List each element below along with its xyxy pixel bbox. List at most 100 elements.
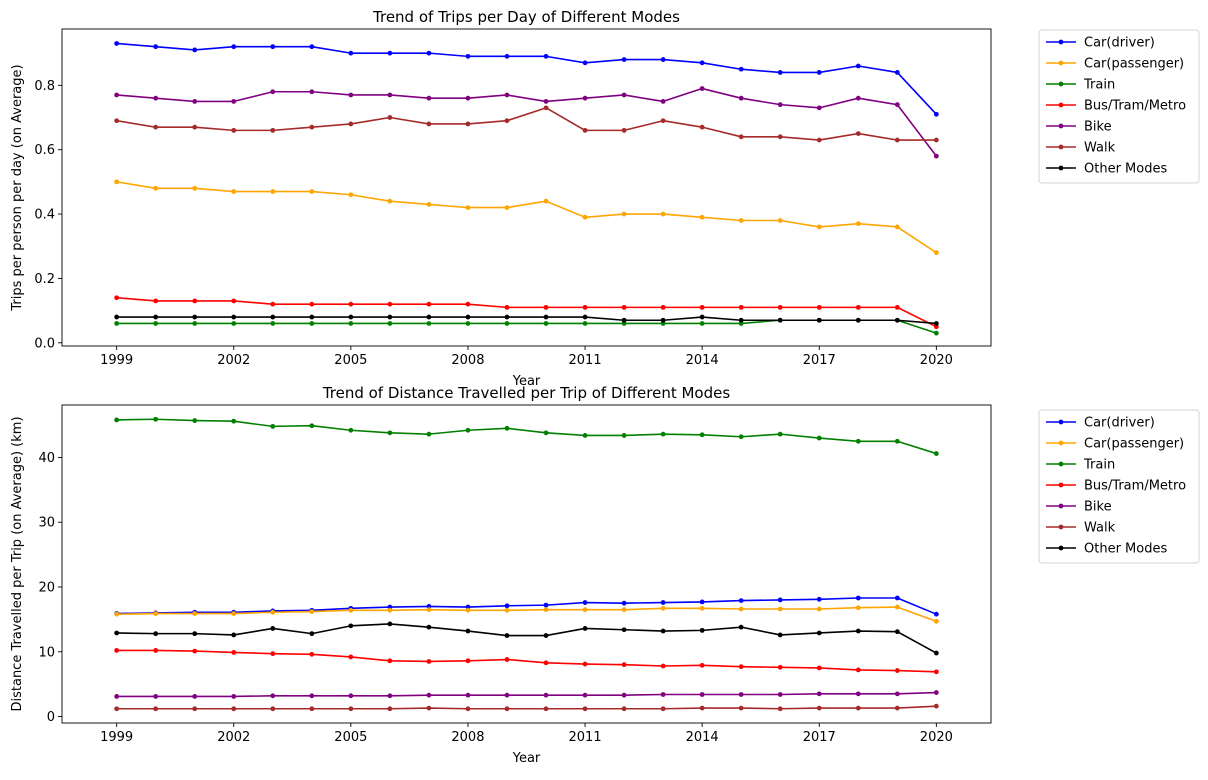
data-point <box>738 624 744 630</box>
data-point <box>621 607 627 613</box>
y-tick-label: 0.8 <box>34 79 55 94</box>
data-point <box>348 321 354 326</box>
data-point <box>894 304 900 310</box>
legend-marker <box>1058 545 1064 551</box>
legend-label: Bus/Tram/Metro <box>1084 99 1186 114</box>
data-point <box>504 92 510 98</box>
data-point <box>777 317 783 323</box>
data-point <box>894 317 900 323</box>
series-line <box>116 316 937 325</box>
data-point <box>855 595 861 601</box>
data-point <box>309 631 315 637</box>
y-tick-label: 0.4 <box>34 208 55 223</box>
series-line <box>116 319 937 334</box>
data-point <box>426 705 432 711</box>
x-tick-label: 2002 <box>217 353 250 368</box>
data-point <box>777 134 783 140</box>
legend-item: Train <box>1046 78 1115 93</box>
y-tick-label: 0.0 <box>34 336 55 351</box>
data-point <box>816 665 822 671</box>
legend-marker <box>1058 524 1064 530</box>
data-point <box>621 57 627 62</box>
data-point <box>933 451 939 456</box>
data-point <box>231 611 237 616</box>
data-point <box>153 631 159 637</box>
data-point <box>816 317 822 323</box>
data-point <box>777 102 783 108</box>
data-point <box>738 218 744 223</box>
legend-label: Car(driver) <box>1084 416 1155 431</box>
data-point <box>933 111 939 117</box>
data-point <box>777 632 783 638</box>
data-point <box>270 127 276 133</box>
legend-item: Other Modes <box>1046 162 1167 177</box>
data-point <box>270 189 276 194</box>
data-point <box>816 596 822 602</box>
data-point <box>621 692 627 698</box>
data-point <box>387 314 393 320</box>
data-point <box>699 432 705 438</box>
data-point <box>114 118 120 124</box>
data-point <box>933 703 939 709</box>
data-point <box>777 70 783 75</box>
data-point <box>231 632 237 638</box>
legend-item: Train <box>1046 458 1115 473</box>
data-point <box>153 706 159 712</box>
y-tick-label: 10 <box>38 645 55 660</box>
data-point <box>387 430 393 436</box>
data-point <box>582 600 588 605</box>
data-point <box>933 153 939 159</box>
legend-marker <box>1058 165 1064 171</box>
data-point <box>894 595 900 601</box>
legend: Car(driver) Car(passenger) Train Bus/Tram/M… <box>1038 29 1200 184</box>
data-point <box>270 423 276 429</box>
legend-item: Car(driver) <box>1046 416 1155 431</box>
data-point <box>348 50 354 56</box>
data-point <box>699 662 705 668</box>
data-point <box>309 301 315 307</box>
data-point <box>465 607 471 613</box>
data-point <box>738 304 744 310</box>
data-point <box>387 693 393 699</box>
data-point <box>816 435 822 441</box>
data-point <box>426 50 432 56</box>
data-point <box>777 664 783 670</box>
data-point <box>270 89 276 95</box>
data-point <box>699 627 705 633</box>
data-point <box>543 633 549 638</box>
data-point <box>933 650 939 656</box>
series-6 <box>114 105 939 143</box>
data-point <box>309 693 315 699</box>
y-tick-label: 0.2 <box>34 272 55 287</box>
data-point <box>270 706 276 712</box>
data-point <box>426 659 432 664</box>
data-point <box>465 321 471 326</box>
data-point <box>231 314 237 320</box>
data-point <box>114 92 120 98</box>
data-point <box>153 298 159 304</box>
data-point <box>582 60 588 66</box>
data-point <box>114 648 120 653</box>
legend-label: Car(passenger) <box>1084 57 1184 72</box>
data-point <box>270 44 276 50</box>
x-tick-label: 2020 <box>920 730 953 745</box>
data-point <box>348 427 354 433</box>
data-point <box>387 607 393 613</box>
series-line <box>116 705 937 710</box>
legend-marker <box>1058 144 1064 150</box>
data-point <box>699 86 705 91</box>
data-point <box>621 304 627 310</box>
x-tick-label: 1999 <box>100 730 133 745</box>
data-point <box>426 607 432 613</box>
data-point <box>738 66 744 72</box>
data-point <box>153 611 159 616</box>
data-point <box>465 314 471 320</box>
y-tick-label: 0 <box>47 710 55 725</box>
legend: Car(driver) Car(passenger) Train Bus/Tram/M… <box>1038 409 1200 564</box>
data-point <box>582 706 588 712</box>
series-line <box>116 87 937 157</box>
data-point <box>816 70 822 75</box>
data-point <box>426 95 432 101</box>
data-point <box>465 706 471 712</box>
data-point <box>348 314 354 320</box>
